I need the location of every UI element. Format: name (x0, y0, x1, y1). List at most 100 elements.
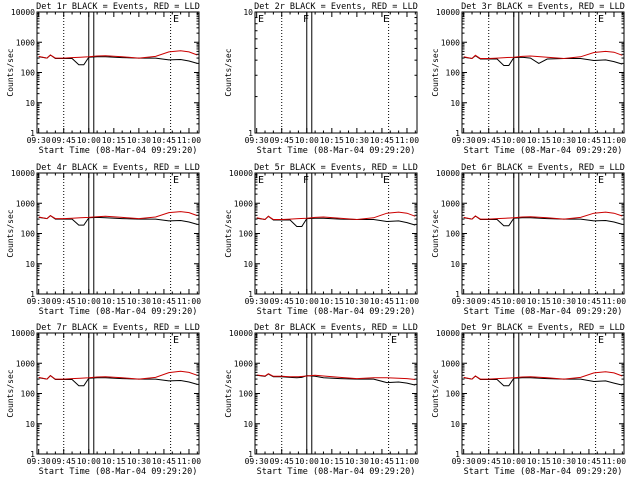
x-tick-label: 10:30 (127, 136, 151, 145)
y-tick-label: 100 (446, 69, 461, 78)
red-series-line (38, 50, 198, 59)
chart-panel: Det 7r BLACK = Events, RED = LLD E 1 10 100 1… (6, 323, 201, 477)
x-tick-label: 10:00 (502, 297, 526, 306)
y-tick-label: 10 (450, 99, 460, 108)
x-tick-label: 09:30 (452, 136, 476, 145)
x-tick-label: 10:00 (295, 457, 319, 466)
chart-panel: Det 6r BLACK = Events, RED = LLD E 1 10 100 1… (431, 163, 626, 317)
x-tick-label: 09:30 (245, 297, 269, 306)
x-tick-label: 10:00 (295, 136, 319, 145)
chart-title: Det 8r BLACK = Events, RED = LLD (254, 323, 418, 333)
x-tick-label: 09:45 (52, 457, 76, 466)
y-tick-label: 10 (243, 420, 253, 429)
y-tick-label: 1 (248, 450, 253, 459)
y-tick-label: 1 (248, 290, 253, 299)
x-tick-label: 10:45 (577, 457, 601, 466)
x-tick-label: 10:30 (345, 297, 369, 306)
y-tick-label: 100 (21, 69, 36, 78)
x-tick-label: 09:45 (52, 297, 76, 306)
x-tick-label: 10:15 (102, 136, 126, 145)
x-tick-label: 10:45 (577, 297, 601, 306)
x-axis-label: Start Time (08-Mar-04 09:29:20) (257, 146, 416, 156)
x-axis-label: Start Time (08-Mar-04 09:29:20) (464, 307, 623, 317)
y-tick-label: 100 (21, 390, 36, 399)
plot-frame (254, 172, 418, 295)
plot-frame (461, 172, 625, 295)
flag-label: E (383, 14, 389, 25)
y-tick-label: 10 (25, 260, 35, 269)
x-tick-label: 11:00 (177, 297, 201, 306)
red-series-line (463, 371, 623, 380)
chart-title: Det 9r BLACK = Events, RED = LLD (461, 323, 625, 333)
y-tick-label: 1000 (16, 199, 35, 208)
plot-frame (461, 11, 625, 134)
x-axis-label: Start Time (08-Mar-04 09:29:20) (257, 467, 416, 477)
red-series-line (463, 50, 623, 60)
y-tick-label: 10000 (436, 169, 460, 178)
x-tick-label: 09:45 (270, 297, 294, 306)
x-tick-label: 09:30 (245, 457, 269, 466)
chart-panel: Det 5r BLACK = Events, RED = LLD E F E 1 10 10… (224, 163, 419, 317)
plot-frame (254, 11, 418, 134)
x-tick-label: 10:45 (370, 457, 394, 466)
x-tick-label: 10:15 (527, 457, 551, 466)
x-tick-label: 10:15 (527, 297, 551, 306)
flag-label: E (598, 175, 604, 186)
x-tick-label: 10:15 (527, 136, 551, 145)
black-series-line (256, 373, 416, 386)
y-tick-label: 10 (450, 260, 460, 269)
y-tick-label: 100 (239, 390, 254, 399)
y-axis-label: Counts/sec (6, 48, 15, 96)
x-tick-label: 09:30 (27, 297, 51, 306)
y-tick-label: 1 (248, 129, 253, 138)
red-series-line (256, 211, 416, 221)
x-tick-label: 10:30 (345, 136, 369, 145)
x-tick-label: 09:30 (245, 136, 269, 145)
flag-label: F (303, 175, 309, 186)
x-tick-label: 10:45 (152, 297, 176, 306)
red-series-line (256, 373, 416, 380)
x-tick-label: 10:00 (295, 297, 319, 306)
flag-label: E (598, 14, 604, 25)
x-tick-label: 09:45 (477, 297, 501, 306)
chart-title: Det 4r BLACK = Events, RED = LLD (36, 163, 200, 173)
x-tick-label: 09:45 (477, 136, 501, 145)
x-tick-label: 10:45 (577, 136, 601, 145)
y-tick-label: 10 (243, 260, 253, 269)
y-tick-label: 10000 (229, 329, 253, 338)
x-tick-label: 10:00 (502, 136, 526, 145)
y-tick-label: 100 (446, 390, 461, 399)
y-axis-label: Counts/sec (224, 48, 233, 96)
flag-label: F (303, 14, 309, 25)
chart-panel: Det 1r BLACK = Events, RED = LLD E 1 10 100 1… (6, 2, 201, 156)
x-tick-label: 11:00 (602, 457, 626, 466)
y-tick-label: 1 (455, 450, 460, 459)
y-axis-label: Counts/sec (6, 369, 15, 417)
x-tick-label: 10:45 (152, 136, 176, 145)
y-tick-label: 10000 (11, 329, 35, 338)
y-axis-label: Counts/sec (431, 369, 440, 417)
x-tick-label: 11:00 (395, 297, 419, 306)
x-tick-label: 10:15 (102, 457, 126, 466)
chart-panel: Det 4r BLACK = Events, RED = LLD E 1 10 100 1… (6, 163, 201, 317)
x-tick-label: 10:15 (320, 136, 344, 145)
y-tick-label: 100 (446, 230, 461, 239)
flag-label: E (173, 14, 179, 25)
x-tick-label: 10:15 (320, 457, 344, 466)
y-tick-label: 1000 (234, 359, 253, 368)
chart-panel: Det 8r BLACK = Events, RED = LLD E 1 10 100 1… (224, 323, 419, 477)
chart-title: Det 7r BLACK = Events, RED = LLD (36, 323, 200, 333)
y-tick-label: 1 (455, 129, 460, 138)
y-axis-label: Counts/sec (431, 209, 440, 257)
y-tick-label: 100 (21, 230, 36, 239)
x-axis-label: Start Time (08-Mar-04 09:29:20) (257, 307, 416, 317)
red-series-line (463, 211, 623, 220)
flag-label: E (258, 175, 264, 186)
x-tick-label: 09:45 (52, 136, 76, 145)
y-tick-label: 1000 (234, 199, 253, 208)
x-tick-label: 10:00 (77, 297, 101, 306)
y-axis-label: Counts/sec (224, 209, 233, 257)
y-tick-label: 10 (450, 420, 460, 429)
x-tick-label: 09:45 (477, 457, 501, 466)
y-axis-label: Counts/sec (224, 369, 233, 417)
